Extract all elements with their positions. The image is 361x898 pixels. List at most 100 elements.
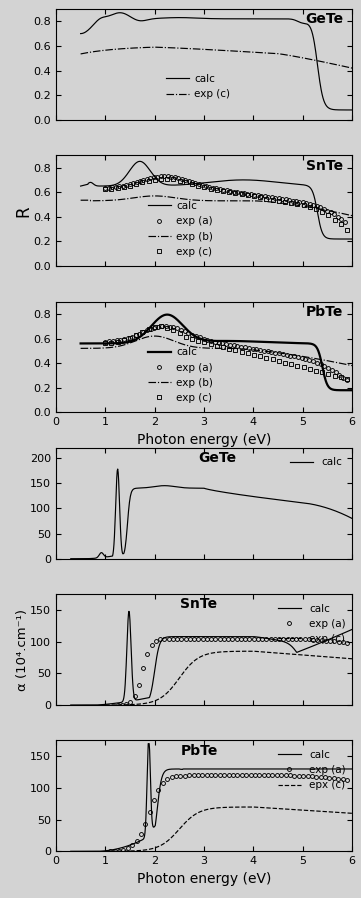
Line: exp (c): exp (c)	[105, 651, 352, 705]
exp (b)	[78, 195, 83, 206]
exp (b)	[239, 344, 243, 355]
Text: PbTe: PbTe	[180, 744, 218, 758]
epx (c)	[215, 803, 219, 814]
exp (c)	[116, 337, 120, 348]
exp (c)	[184, 177, 188, 188]
exp (c)	[258, 351, 262, 362]
exp (c)	[153, 321, 157, 332]
exp (c)	[308, 364, 312, 374]
exp (c)	[320, 207, 325, 217]
calc	[127, 11, 131, 22]
exp (c)	[260, 48, 265, 58]
exp (c)	[103, 338, 108, 348]
exp (c)	[314, 204, 318, 215]
calc	[350, 104, 354, 115]
exp (c)	[289, 198, 293, 208]
exp (c)	[339, 372, 343, 383]
exp (c)	[277, 356, 281, 366]
exp (c)	[239, 347, 244, 357]
calc	[235, 763, 239, 774]
exp (a)	[275, 770, 279, 780]
exp (c)	[233, 345, 238, 356]
calc	[260, 13, 265, 24]
exp (c)	[152, 42, 157, 53]
exp (c)	[116, 182, 120, 193]
exp (b)	[148, 190, 153, 201]
Legend: calc, exp (a), epx (c): calc, exp (a), epx (c)	[274, 745, 350, 795]
exp (a)	[209, 336, 213, 347]
exp (c)	[252, 191, 256, 202]
exp (a)	[311, 199, 316, 210]
calc	[142, 482, 146, 493]
exp (b)	[350, 210, 354, 221]
exp (a)	[342, 216, 347, 227]
exp (c)	[159, 173, 163, 184]
exp (c)	[227, 187, 231, 198]
Line: calc: calc	[81, 162, 352, 239]
exp (c)	[165, 173, 169, 184]
calc	[235, 489, 239, 499]
calc	[141, 834, 145, 845]
exp (c)	[128, 180, 132, 191]
exp (c)	[301, 199, 306, 210]
calc	[260, 337, 265, 348]
calc	[138, 156, 142, 167]
epx (c)	[166, 834, 171, 845]
exp (a)	[162, 171, 166, 181]
exp (c)	[227, 343, 231, 354]
calc	[350, 513, 354, 524]
exp (b)	[152, 190, 157, 201]
calc	[350, 624, 354, 635]
exp (a)	[164, 321, 168, 331]
exp (c)	[126, 43, 131, 54]
exp (a)	[158, 634, 162, 645]
calc	[350, 763, 354, 774]
exp (c)	[153, 174, 157, 185]
exp (c)	[165, 322, 169, 333]
exp (c)	[332, 370, 337, 381]
Text: SnTe: SnTe	[306, 159, 343, 172]
exp (c)	[289, 358, 293, 369]
exp (a)	[341, 637, 345, 647]
exp (c)	[246, 190, 250, 201]
exp (a)	[141, 663, 145, 674]
exp (a)	[179, 173, 184, 184]
exp (c)	[128, 333, 132, 344]
calc	[78, 180, 83, 191]
exp (c)	[264, 352, 269, 363]
exp (c)	[103, 184, 108, 195]
exp (b)	[78, 343, 83, 354]
calc	[202, 178, 206, 189]
exp (c)	[264, 193, 269, 204]
exp (c)	[289, 648, 293, 659]
exp (c)	[283, 357, 287, 368]
Line: exp (a): exp (a)	[116, 637, 349, 707]
calc	[118, 7, 122, 18]
exp (c)	[308, 201, 312, 212]
exp (c)	[339, 219, 343, 230]
calc	[196, 483, 201, 494]
exp (c)	[283, 49, 288, 60]
exp (a)	[165, 774, 169, 785]
exp (a)	[238, 187, 243, 198]
exp (c)	[246, 348, 250, 358]
exp (a)	[179, 324, 183, 335]
exp (a)	[315, 357, 319, 368]
calc	[196, 631, 201, 642]
exp (c)	[109, 183, 114, 194]
epx (c)	[147, 844, 151, 855]
exp (a)	[134, 836, 139, 847]
exp (c)	[326, 210, 331, 221]
exp (c)	[350, 654, 354, 665]
exp (a)	[323, 635, 328, 646]
Line: calc: calc	[81, 314, 352, 391]
epx (c)	[289, 804, 293, 814]
exp (c)	[215, 340, 219, 351]
exp (c)	[122, 335, 126, 346]
exp (b)	[202, 342, 206, 353]
exp (c)	[239, 189, 244, 200]
Text: SnTe: SnTe	[180, 597, 217, 612]
exp (c)	[270, 354, 275, 365]
X-axis label: Photon energy (eV): Photon energy (eV)	[137, 872, 271, 885]
exp (c)	[190, 334, 194, 345]
